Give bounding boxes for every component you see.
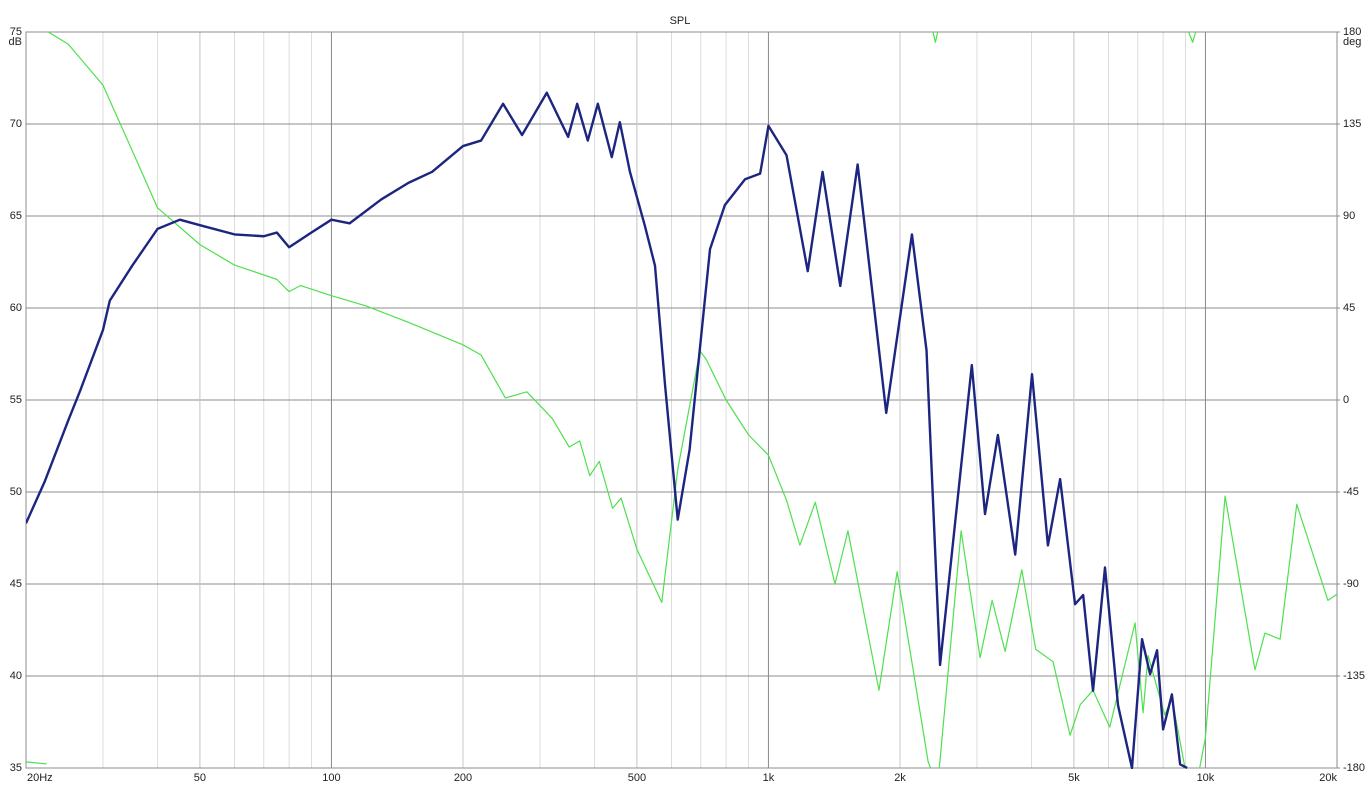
- y-tick-label: 50: [10, 486, 22, 498]
- y2-tick-label: 90: [1343, 210, 1355, 222]
- spl-line: [26, 91, 1188, 769]
- y2-tick-label: 135: [1343, 118, 1361, 130]
- x-tick-label: 10k: [1197, 772, 1215, 784]
- x-tick-label: 5k: [1068, 772, 1080, 784]
- y-tick-label: 35: [10, 762, 22, 774]
- x-tick-label: 1k: [763, 772, 775, 784]
- x-tick-label: 100: [322, 772, 340, 784]
- x-tick-label: 2k: [894, 772, 906, 784]
- y-tick-label: 65: [10, 210, 22, 222]
- phase-line: [26, 31, 1337, 769]
- y-tick-label: 70: [10, 118, 22, 130]
- y-unit: dB: [9, 36, 22, 48]
- y2-tick-label: -180: [1343, 762, 1365, 774]
- y-tick-label: 75: [10, 26, 22, 38]
- y-tick-label: 60: [10, 302, 22, 314]
- y-tick-label: 45: [10, 578, 22, 590]
- plot-frame: [25, 31, 1338, 769]
- x-tick-label: 500: [628, 772, 646, 784]
- x-tick-label: 200: [454, 772, 472, 784]
- x-tick-label: 50: [194, 772, 206, 784]
- y2-tick-label: 180: [1343, 26, 1361, 38]
- y2-tick-label: -90: [1343, 578, 1359, 590]
- y2-tick-label: 45: [1343, 302, 1355, 314]
- y2-tick-label: -135: [1343, 670, 1365, 682]
- y2-tick-label: -45: [1343, 486, 1359, 498]
- y2-tick-label: 0: [1343, 394, 1349, 406]
- y-tick-label: 40: [10, 670, 22, 682]
- x-tick-label: 20Hz: [27, 772, 53, 784]
- chart-title: SPL: [670, 15, 691, 27]
- y2-unit: deg: [1343, 36, 1361, 48]
- y-tick-label: 55: [10, 394, 22, 406]
- x-tick-label: 20k: [1319, 772, 1337, 784]
